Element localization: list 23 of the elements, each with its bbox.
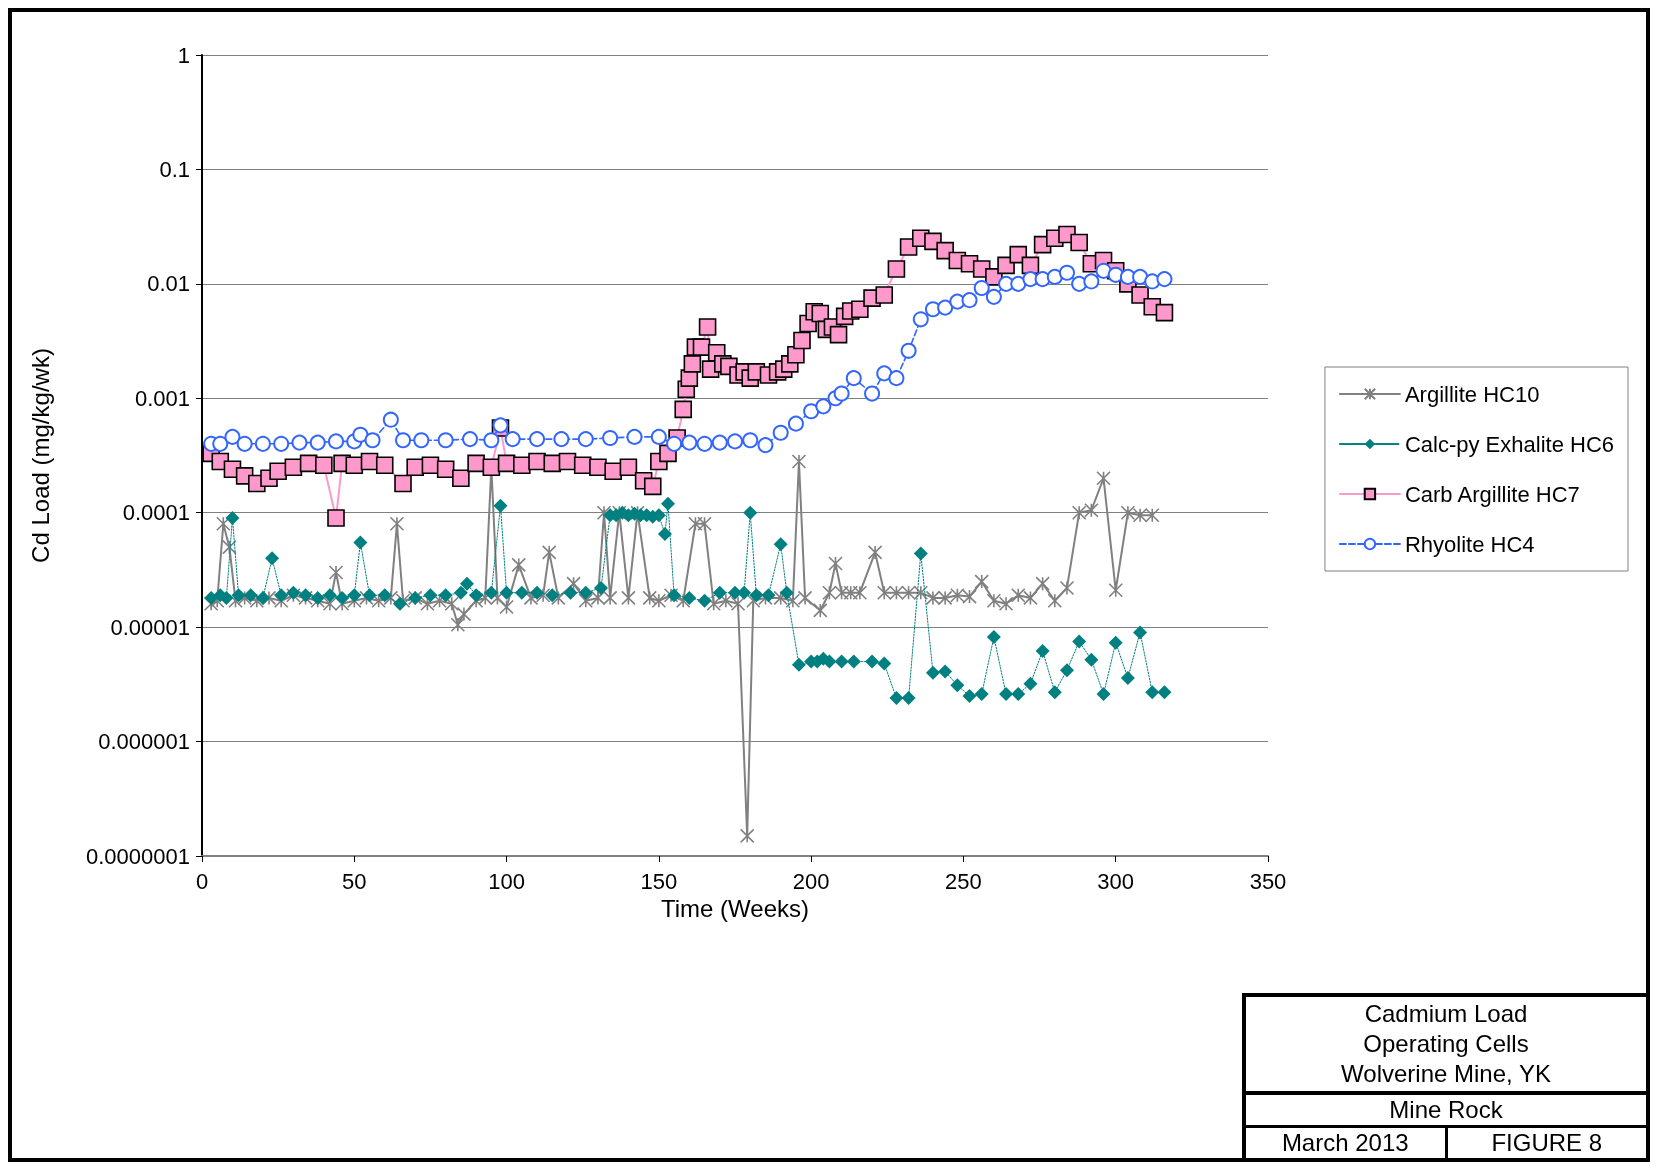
y-axis-title: Cd Load (mg/kg/wk) (26, 348, 54, 563)
y-tick-label: 1 (177, 42, 190, 68)
y-tick-label: 0.0001 (122, 500, 190, 526)
x-tick-label: 250 (945, 868, 982, 894)
x-tick-label: 100 (488, 868, 525, 894)
legend-label: Argillite HC10 (1404, 381, 1540, 407)
x-tick-label: 150 (640, 868, 678, 894)
y-tick-label: 0.001 (134, 385, 190, 411)
legend-label: Rhyolite HC4 (1404, 531, 1535, 557)
y-tick-label: 0.000001 (98, 729, 190, 755)
y-tick-label: 0.0000001 (86, 843, 190, 869)
x-tick-label: 200 (792, 868, 830, 894)
x-tick-label: 300 (1097, 868, 1135, 894)
caption: FIGURE 8 (1444, 1128, 1646, 1158)
x-tick-label: 0 (195, 868, 209, 894)
y-tick-label: 0.00001 (110, 614, 190, 640)
x-axis-title: Time (Weeks) (660, 895, 810, 923)
x-tick-label: 50 (342, 868, 367, 894)
x-tick-label: 350 (1249, 868, 1287, 894)
legend-label: Carb Argillite HC7 (1404, 481, 1580, 507)
y-tick-label: 0.01 (147, 271, 190, 297)
legend-label: Calc-py Exhalite HC6 (1404, 431, 1614, 457)
y-tick-label: 0.1 (159, 156, 190, 182)
